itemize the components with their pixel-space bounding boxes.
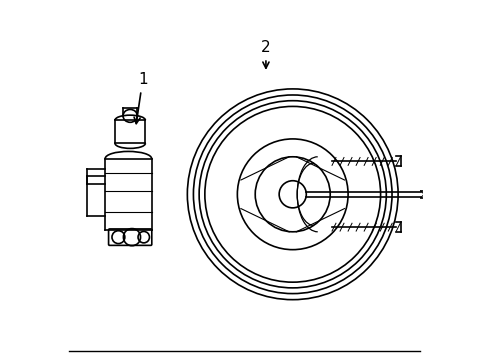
Text: 2: 2 xyxy=(261,40,270,68)
Text: 1: 1 xyxy=(134,72,147,123)
